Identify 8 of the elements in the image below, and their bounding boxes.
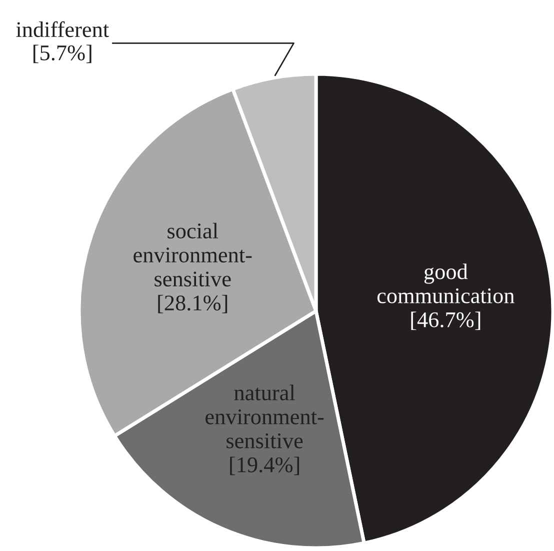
data-label: [46.7%] xyxy=(411,312,480,330)
slice-label: indifferent xyxy=(16,21,109,38)
data-label: [19.4%] xyxy=(230,456,300,476)
slice-label: social environment- sensitive xyxy=(134,222,252,286)
data-label: [28.1%] xyxy=(158,294,228,314)
slice-label: natural environment- sensitive xyxy=(206,384,324,448)
data-label: [5.7%] xyxy=(34,44,92,64)
slice-label: good communication xyxy=(377,264,514,304)
